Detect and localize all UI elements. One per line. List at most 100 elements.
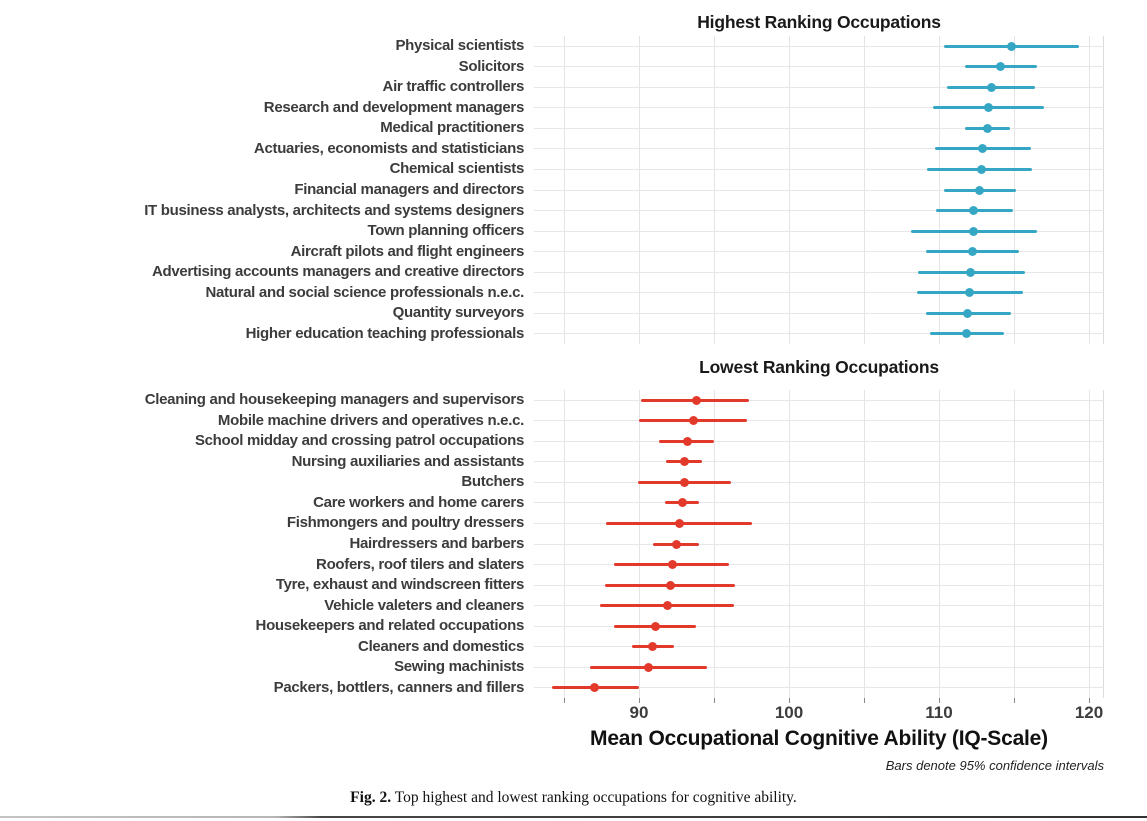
occupation-label: Fishmongers and poultry dressers [286,514,524,532]
occupation-label: Actuaries, economists and statisticians [253,139,524,157]
occupation-label: Higher education teaching professionals [245,324,525,342]
mean-dot [978,144,987,154]
occupation-label: Nursing auxiliaries and assistants [291,452,525,470]
mean-dot [663,601,672,611]
horizontal-gridline [534,502,1104,504]
axis-tick-label: 110 [925,703,953,722]
occupation-label: Chemical scientists [389,160,525,178]
occupation-label: Medical practitioners [380,119,524,137]
lowest-panel-plot-area [534,390,1104,698]
horizontal-gridline [534,440,1104,442]
occupation-label: Solicitors [458,57,525,75]
occupation-label: Tyre, exhaust and windscreen fitters [275,576,524,594]
occupation-label: Care workers and home carers [313,493,524,511]
mean-dot [679,477,689,487]
occupation-label: Butchers [461,473,524,491]
occupation-label: Hairdressers and barbers [349,535,524,552]
mean-dot [648,642,657,652]
mean-dot [666,580,675,590]
horizontal-gridline [534,687,1104,689]
mean-dot [651,621,660,631]
occupation-label: Roofers, roof tilers and slaters [316,555,524,573]
horizontal-gridline [534,230,1104,232]
mean-dot [672,539,681,549]
horizontal-gridline [534,45,1104,47]
horizontal-gridline [534,605,1104,607]
mean-dot [963,308,972,318]
horizontal-gridline [534,251,1104,253]
mean-dot [589,683,599,693]
horizontal-gridline [534,107,1104,109]
highest-panel-title: Highest Ranking Occupations [697,12,941,32]
mean-dot [678,498,687,508]
mean-dot [682,436,692,446]
figure-caption: Fig. 2. Top highest and lowest ranking o… [0,789,1147,807]
lowest-panel-labels: Cleaning and housekeeping managers and s… [0,390,525,698]
highest-panel-plot-area [534,36,1104,344]
axis-tick [639,698,640,703]
horizontal-gridline [534,481,1104,483]
occupation-label: Packers, bottlers, canners and fillers [273,678,525,696]
horizontal-gridline [534,210,1104,212]
horizontal-gridline [534,666,1104,668]
mean-dot [675,518,684,528]
caption-prefix: Fig. 2. [350,789,392,806]
ci-footnote: Bars denote 95% confidence intervals [885,758,1104,773]
mean-dot [969,226,978,236]
page-rule [0,816,1147,818]
occupation-label: Sewing machinists [394,658,524,676]
horizontal-gridline [534,333,1104,335]
mean-dot [961,329,971,339]
horizontal-gridline [534,148,1104,150]
occupation-label: Town planning officers [367,222,525,240]
occupation-label: School midday and crossing patrol occupa… [194,432,524,450]
mean-dot [975,185,984,195]
horizontal-gridline [534,543,1104,545]
lowest-panel-title: Lowest Ranking Occupations [699,357,939,377]
highest-panel-labels: Physical scientists Solicitors Air traffic… [0,36,524,344]
occupation-label: Natural and social science professionals… [205,283,524,301]
occupation-label: IT business analysts, architects and sys… [144,201,524,219]
mean-dot [996,62,1005,72]
horizontal-gridline [534,522,1104,524]
occupation-label: Quantity surveyors [392,304,525,322]
mean-dot [967,247,977,257]
mean-dot [667,560,677,570]
mean-dot [1006,41,1016,51]
mean-dot [964,288,974,298]
occupation-label: Research and development managers [263,98,525,116]
caption-text: Top highest and lowest ranking occupatio… [394,789,797,806]
mean-dot [969,206,978,216]
mean-dot [679,457,689,467]
horizontal-gridline [534,66,1104,68]
axis-tick-label: 120 [1074,703,1104,722]
mean-dot [982,123,992,133]
occupation-label: Aircraft pilots and flight engineers [290,242,525,260]
horizontal-gridline [534,168,1104,170]
axis-tick [939,698,940,703]
occupation-label: Air traffic controllers [382,78,525,96]
horizontal-gridline [534,420,1104,422]
horizontal-gridline [534,399,1104,401]
horizontal-gridline [534,86,1104,88]
occupation-label: Mobile machine drivers and operatives n.… [217,411,524,429]
horizontal-gridline [534,271,1104,273]
horizontal-gridline [534,127,1104,129]
horizontal-gridline [534,461,1104,463]
horizontal-gridline [534,564,1104,566]
axis-tick-label: 100 [774,703,804,722]
mean-dot [643,662,653,672]
axis-tick-label: 90 [629,703,649,722]
mean-dot [691,395,701,405]
horizontal-gridline [534,292,1104,294]
occupation-label: Physical scientists [395,37,524,55]
occupation-label: Vehicle valeters and cleaners [324,596,524,614]
axis-tick [1089,698,1090,703]
mean-dot [966,267,975,277]
occupation-label: Financial managers and directors [294,181,524,198]
occupation-label: Housekeepers and related occupations [255,617,525,635]
x-axis-title: Mean Occupational Cognitive Ability (IQ-… [590,727,1048,750]
mean-dot [984,103,993,113]
horizontal-gridline [534,584,1104,586]
